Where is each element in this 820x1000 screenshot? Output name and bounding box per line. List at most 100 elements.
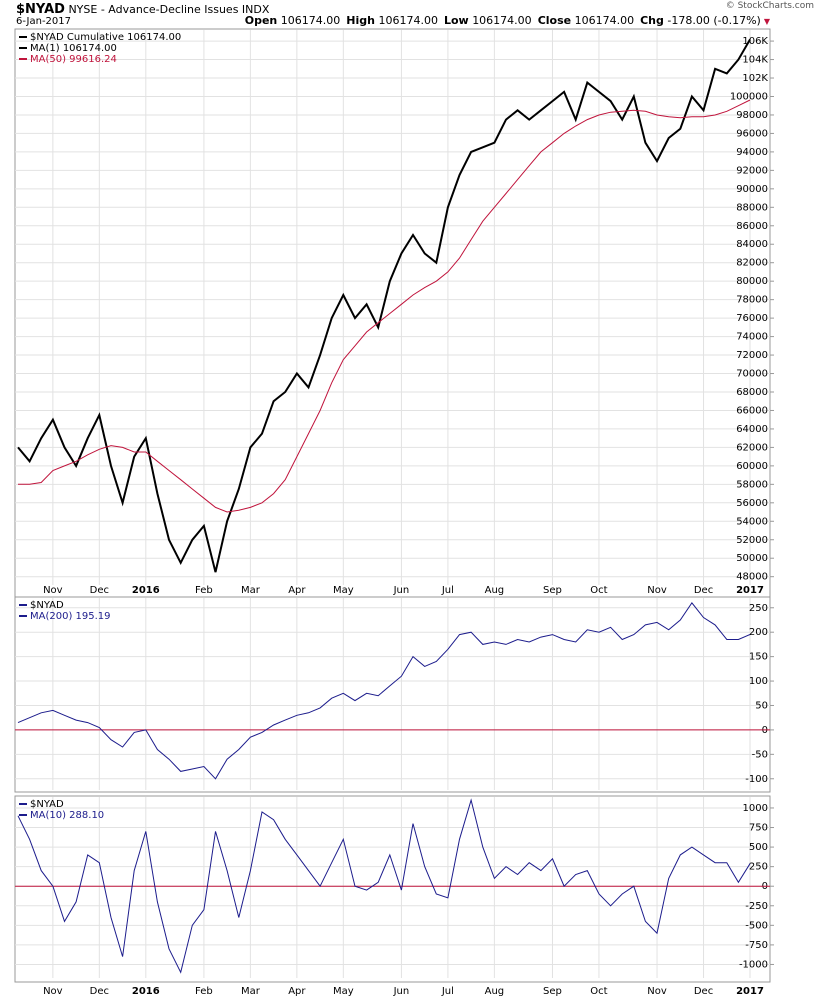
y-tick-label: 102K <box>742 73 768 84</box>
y-tick-label: -1000 <box>739 959 768 970</box>
x-tick-label: 2016 <box>132 585 160 596</box>
legend-title: $NYAD <box>30 600 64 611</box>
symbol-line: $NYAD NYSE - Advance-Decline Issues INDX <box>16 2 269 17</box>
y-tick-label: 56000 <box>736 498 768 509</box>
y-tick-label: 250 <box>749 862 768 873</box>
y-tick-label: 48000 <box>736 572 768 583</box>
y-tick-label: 82000 <box>736 258 768 269</box>
header: $NYAD NYSE - Advance-Decline Issues INDX… <box>0 0 820 30</box>
down-arrow: ▼ <box>763 17 770 26</box>
x-tick-label: Jul <box>441 986 454 997</box>
x-tick-label: Mar <box>241 986 261 997</box>
y-tick-label: 80000 <box>736 276 768 287</box>
x-tick-label: Aug <box>485 986 505 997</box>
y-tick-label: 150 <box>749 652 768 663</box>
stat-value: 106174.00 <box>280 14 341 27</box>
x-tick-label: Nov <box>647 986 667 997</box>
y-tick-label: 106K <box>742 36 768 47</box>
x-tick-label: 2017 <box>736 585 764 596</box>
y-tick-label: 500 <box>749 842 768 853</box>
y-tick-label: 68000 <box>736 387 768 398</box>
y-tick-label: 200 <box>749 627 768 638</box>
y-tick-label: 84000 <box>736 239 768 250</box>
x-tick-label: Sep <box>543 986 562 997</box>
y-tick-label: 62000 <box>736 442 768 453</box>
x-tick-label: Jun <box>393 585 410 596</box>
y-tick-label: -250 <box>745 901 768 912</box>
stat-label: Open <box>244 14 278 27</box>
y-tick-label: 54000 <box>736 516 768 527</box>
y-tick-label: 64000 <box>736 424 768 435</box>
x-tick-label: Jun <box>393 986 410 997</box>
y-tick-label: -100 <box>745 774 768 785</box>
x-tick-label: May <box>333 986 354 997</box>
y-tick-label: 100 <box>749 676 768 687</box>
panel-frame <box>14 795 771 983</box>
x-tick-label: Dec <box>90 986 109 997</box>
x-tick-label: Feb <box>195 986 213 997</box>
stat-value: 106174.00 <box>472 14 532 27</box>
stat-label: Close <box>537 14 572 27</box>
x-tick-label: Apr <box>288 986 306 997</box>
y-tick-label: 74000 <box>736 332 768 343</box>
stat-value: 106174.00 <box>574 14 635 27</box>
x-tick-label: Oct <box>590 986 607 997</box>
y-tick-label: -50 <box>752 749 768 760</box>
legend-title: $NYAD Cumulative 106174.00 <box>30 32 181 43</box>
y-tick-label: 104K <box>742 55 768 66</box>
x-tick-label: Dec <box>694 986 713 997</box>
y-tick-label: 58000 <box>736 479 768 490</box>
y-tick-label: 96000 <box>736 128 768 139</box>
y-tick-label: 1000 <box>743 803 768 814</box>
y-tick-label: 98000 <box>736 110 768 121</box>
y-tick-label: 50 <box>755 700 768 711</box>
x-tick-label: Oct <box>590 585 607 596</box>
y-tick-label: 90000 <box>736 184 768 195</box>
stat-value: 106174.00 <box>378 14 438 27</box>
legend-entry: MA(1) 106174.00 <box>30 43 117 54</box>
stat-value: -178.00 (-0.17%) <box>667 14 761 27</box>
y-tick-label: 66000 <box>736 405 768 416</box>
stat-label: High <box>346 14 375 27</box>
stats: Open 106174.00 High 106174.00 Low 106174.0… <box>239 14 770 27</box>
series-line <box>17 39 751 573</box>
y-tick-label: 50000 <box>736 553 768 564</box>
x-tick-label: Aug <box>485 585 505 596</box>
x-tick-label: Nov <box>647 585 667 596</box>
y-tick-label: -500 <box>745 920 768 931</box>
index-name: NYSE - Advance-Decline Issues INDX <box>68 3 270 16</box>
y-tick-label: 60000 <box>736 461 768 472</box>
x-tick-label: Sep <box>543 585 562 596</box>
y-tick-label: 72000 <box>736 350 768 361</box>
x-tick-label: Apr <box>288 585 306 596</box>
x-tick-label: Mar <box>241 585 261 596</box>
x-tick-label: Dec <box>694 585 713 596</box>
series-line <box>17 798 751 974</box>
y-tick-label: 86000 <box>736 221 768 232</box>
panel-frame <box>14 596 771 793</box>
x-tick-label: 2017 <box>736 986 764 997</box>
y-tick-label: 52000 <box>736 535 768 546</box>
y-tick-label: 78000 <box>736 295 768 306</box>
stat-label: Chg <box>640 14 664 27</box>
y-tick-label: -750 <box>745 940 768 951</box>
y-tick-label: 100000 <box>730 91 768 102</box>
y-tick-label: 76000 <box>736 313 768 324</box>
x-tick-label: 2016 <box>132 986 160 997</box>
legend-entry: MA(50) 99616.24 <box>30 54 117 65</box>
legend-title: $NYAD <box>30 799 64 810</box>
x-tick-label: Nov <box>43 986 63 997</box>
y-tick-label: 88000 <box>736 202 768 213</box>
x-tick-label: Feb <box>195 585 213 596</box>
series-line <box>18 99 751 513</box>
x-tick-label: Dec <box>90 585 109 596</box>
legend-entry: MA(200) 195.19 <box>30 611 111 622</box>
symbol: $NYAD <box>16 2 65 17</box>
series-line <box>17 602 751 780</box>
legend-entry: MA(10) 288.10 <box>30 810 104 821</box>
source: © StockCharts.com <box>725 1 814 11</box>
y-tick-label: 94000 <box>736 147 768 158</box>
x-tick-label: Jul <box>441 585 454 596</box>
